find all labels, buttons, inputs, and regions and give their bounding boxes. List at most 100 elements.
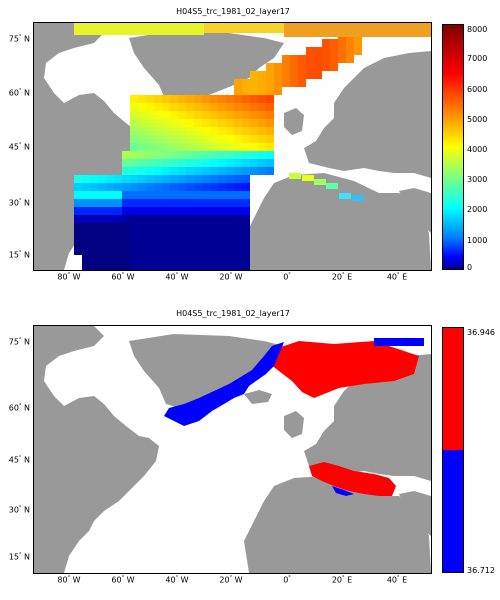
colorbar-bottom: [442, 327, 464, 573]
field-cell: [122, 199, 130, 207]
field-cell: [138, 191, 146, 199]
field-cell: [258, 151, 266, 159]
field-cell: [210, 215, 218, 223]
field-cell: [218, 247, 226, 255]
field-cell: [266, 71, 274, 79]
field-cell: [242, 231, 250, 239]
field-cell: [154, 167, 162, 175]
field-cell: [290, 71, 298, 79]
field-cell: [218, 111, 226, 119]
field-cell: [106, 239, 114, 247]
field-cell: [234, 199, 242, 207]
field-cell: [282, 63, 290, 71]
field-cell: [130, 167, 138, 175]
field-cell: [226, 143, 234, 151]
field-cell: [178, 103, 186, 111]
field-cell: [266, 79, 274, 87]
field-cell: [234, 143, 242, 151]
field-cell: [218, 103, 226, 111]
field-cell: [122, 263, 130, 270]
field-cell: [114, 223, 122, 231]
field-cell: [170, 95, 178, 103]
land-arabia: [399, 491, 431, 536]
field-cell: [154, 247, 162, 255]
field-cell: [130, 199, 138, 207]
field-cell: [162, 207, 170, 215]
field-cell: [82, 183, 90, 191]
field-cell: [210, 207, 218, 215]
field-cell: [194, 223, 202, 231]
field-cell: [178, 223, 186, 231]
field-cell: [98, 183, 106, 191]
map-top: [33, 22, 432, 271]
field-cell: [234, 207, 242, 215]
field-cell: [338, 55, 346, 63]
field-cell: [122, 167, 130, 175]
field-cell: [170, 143, 178, 151]
field-cell: [98, 263, 106, 270]
field-cell: [234, 111, 242, 119]
field-cell: [170, 191, 178, 199]
field-cell: [242, 143, 250, 151]
field-cell: [146, 183, 154, 191]
field-cell: [82, 199, 90, 207]
field-cell: [250, 103, 258, 111]
field-cell: [202, 119, 210, 127]
field-cell: [202, 135, 210, 143]
field-cell: [322, 63, 330, 71]
field-jet: [74, 23, 364, 270]
field-cell: [242, 199, 250, 207]
field-cell: [146, 191, 154, 199]
field-cell: [210, 159, 218, 167]
field-binary: [164, 338, 424, 496]
field-cell: [146, 223, 154, 231]
field-cell: [146, 111, 154, 119]
field-cell: [186, 175, 194, 183]
field-cell: [186, 95, 194, 103]
field-cell: [210, 263, 218, 270]
field-cell: [130, 127, 138, 135]
field-cell: [170, 207, 178, 215]
field-cell: [154, 111, 162, 119]
field-cell: [250, 151, 258, 159]
field-cell: [258, 95, 266, 103]
field-cell: [178, 231, 186, 239]
field-cell: [226, 247, 234, 255]
field-cell: [162, 151, 170, 159]
field-cell: [170, 199, 178, 207]
field-cell: [106, 191, 114, 199]
field-cell: [170, 151, 178, 159]
field-cell: [122, 231, 130, 239]
field-cell: [146, 239, 154, 247]
field-cell: [106, 247, 114, 255]
field-cell: [202, 247, 210, 255]
field-cell: [130, 159, 138, 167]
field-cell: [162, 135, 170, 143]
field-cell-med: [352, 195, 364, 201]
field-cell: [146, 127, 154, 135]
field-cell: [202, 231, 210, 239]
field-cell: [170, 167, 178, 175]
field-cell: [170, 247, 178, 255]
land-africa: [244, 476, 431, 573]
field-cell: [202, 255, 210, 263]
field-cell: [250, 87, 258, 95]
field-cell: [114, 199, 122, 207]
field-cell: [234, 175, 242, 183]
field-cell: [266, 103, 274, 111]
field-cell: [146, 231, 154, 239]
field-cell: [234, 135, 242, 143]
field-cell: [178, 175, 186, 183]
field-cell: [226, 95, 234, 103]
field-cell: [154, 263, 162, 270]
field-cell: [130, 231, 138, 239]
field-cell: [266, 111, 274, 119]
map-title-bottom: H04S5_trc_1981_02_layer17: [176, 309, 290, 318]
field-cell: [234, 151, 242, 159]
field-cell: [218, 223, 226, 231]
field-cell: [74, 175, 82, 183]
field-cell: [314, 71, 322, 79]
field-cell: [242, 263, 250, 270]
field-cell: [250, 167, 258, 175]
field-cell: [250, 71, 258, 79]
